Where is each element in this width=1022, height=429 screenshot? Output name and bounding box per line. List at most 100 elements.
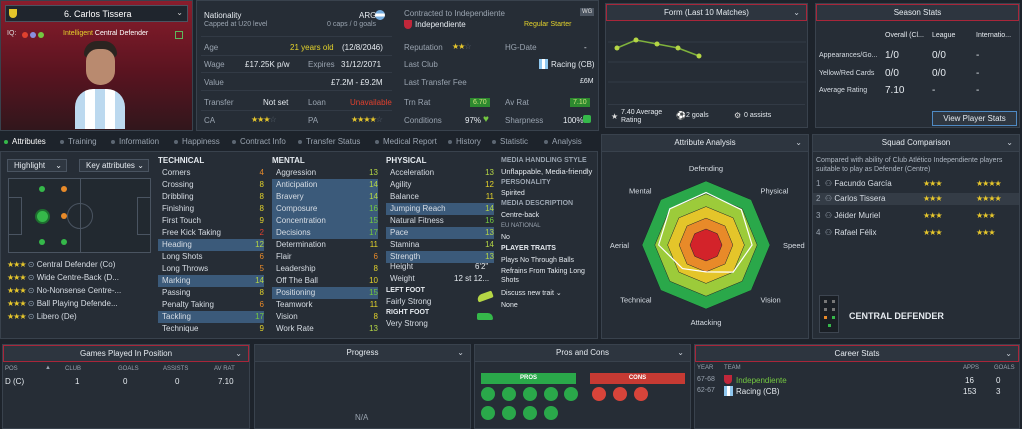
attr-row[interactable]: Free Kick Taking 2 bbox=[158, 227, 264, 239]
squad-row[interactable]: 1 ⚇ Facundo García ★★★ ★★★★ bbox=[816, 178, 1018, 190]
squad-header[interactable]: Squad Comparison ⌄ bbox=[813, 135, 1019, 152]
attr-row[interactable]: Tackling 17 bbox=[158, 311, 264, 323]
tab-analysis[interactable]: Analysis bbox=[544, 134, 582, 149]
attr-row[interactable]: Strength 13 bbox=[386, 251, 494, 263]
position-row[interactable]: ★★★ ⊙ Libero (De) bbox=[7, 311, 152, 323]
tab-information[interactable]: Information bbox=[111, 134, 159, 149]
attr-row[interactable]: Acceleration 13 bbox=[386, 167, 494, 179]
squad-row[interactable]: 4 ⚇ Rafael Félix ★★★ ★★★ bbox=[816, 227, 1018, 239]
attr-row[interactable]: Leadership 8 bbox=[272, 263, 378, 275]
discuss-trait-button[interactable]: Discuss new trait ⌄ bbox=[501, 289, 597, 298]
tab-history[interactable]: History bbox=[448, 134, 481, 149]
attr-row[interactable]: Long Throws 5 bbox=[158, 263, 264, 275]
attr-row[interactable]: Pace 13 bbox=[386, 227, 494, 239]
attr-row[interactable]: Bravery 14 bbox=[272, 191, 378, 203]
pro-icon[interactable] bbox=[544, 406, 558, 420]
attr-value: 13 bbox=[485, 252, 494, 261]
pros-cons-header[interactable]: Pros and Cons ⌄ bbox=[475, 345, 690, 362]
squad-row[interactable]: 3 ⚇ Jéider Muriel ★★★ ★★★ bbox=[816, 210, 1018, 222]
key-attrs-label: Key attributes bbox=[86, 161, 135, 170]
con-icon[interactable] bbox=[592, 387, 606, 401]
attr-row[interactable]: Dribbling 8 bbox=[158, 191, 264, 203]
attr-row[interactable]: Balance 11 bbox=[386, 191, 494, 203]
career-team[interactable]: Racing (CB) bbox=[736, 387, 780, 396]
position-row[interactable]: ★★★ ⊙ Wide Centre-Back (D... bbox=[7, 272, 152, 284]
attr-row[interactable]: Agility 12 bbox=[386, 179, 494, 191]
attr-row[interactable]: Composure 16 bbox=[272, 203, 378, 215]
pro-icon[interactable] bbox=[544, 387, 558, 401]
pro-icon[interactable] bbox=[523, 406, 537, 420]
con-icon[interactable] bbox=[634, 387, 648, 401]
analysis-title: Attribute Analysis bbox=[674, 138, 736, 147]
tab-medical-report[interactable]: Medical Report bbox=[375, 134, 437, 149]
position-row[interactable]: ★★★ ⊙ Central Defender (Co) bbox=[7, 259, 152, 271]
av-value: 7.10 bbox=[570, 98, 590, 107]
tab-contract-info[interactable]: Contract Info bbox=[232, 134, 286, 149]
attr-value: 14 bbox=[485, 204, 494, 213]
pro-icon[interactable] bbox=[523, 387, 537, 401]
attr-row[interactable]: Long Shots 6 bbox=[158, 251, 264, 263]
games-header[interactable]: Games Played In Position ⌄ bbox=[3, 345, 249, 362]
pro-icon[interactable] bbox=[481, 406, 495, 420]
attr-row[interactable]: Aggression 13 bbox=[272, 167, 378, 179]
chevron-down-icon: ⌄ bbox=[137, 161, 144, 170]
pros-cons-panel: Pros and Cons ⌄ PROS CONS bbox=[474, 344, 691, 429]
attr-row[interactable]: Penalty Taking 6 bbox=[158, 299, 264, 311]
analysis-header[interactable]: Attribute Analysis ⌄ bbox=[602, 135, 808, 152]
attr-row[interactable]: Teamwork 11 bbox=[272, 299, 378, 311]
attr-row[interactable]: Decisions 17 bbox=[272, 227, 378, 239]
attr-row[interactable]: First Touch 9 bbox=[158, 215, 264, 227]
view-player-stats-button[interactable]: View Player Stats bbox=[932, 111, 1017, 126]
attr-row[interactable]: Vision 8 bbox=[272, 311, 378, 323]
highlight-dropdown[interactable]: Highlight ⌄ bbox=[7, 159, 67, 172]
attr-row[interactable]: Off The Ball 10 bbox=[272, 275, 378, 287]
position-row[interactable]: ★★★ ⊙ Ball Playing Defende... bbox=[7, 298, 152, 310]
career-header[interactable]: Career Stats ⌄ bbox=[695, 345, 1019, 362]
nation-code: ARG bbox=[359, 11, 377, 20]
attr-row[interactable]: Flair 6 bbox=[272, 251, 378, 263]
role-tag-name: Central Defender bbox=[94, 30, 149, 37]
position-row[interactable]: ★★★ ⊙ No-Nonsense Centre-... bbox=[7, 285, 152, 297]
key-attributes-dropdown[interactable]: Key attributes ⌄ bbox=[79, 159, 149, 172]
attr-row[interactable]: Determination 11 bbox=[272, 239, 378, 251]
attr-row[interactable]: Anticipation 14 bbox=[272, 179, 378, 191]
shirt-icon bbox=[175, 31, 183, 39]
form-header[interactable]: Form (Last 10 Matches) ⌄ bbox=[606, 4, 807, 21]
con-icon[interactable] bbox=[613, 387, 627, 401]
pro-icon[interactable] bbox=[481, 387, 495, 401]
attr-row[interactable]: Stamina 14 bbox=[386, 239, 494, 251]
attr-row[interactable]: Jumping Reach 14 bbox=[386, 203, 494, 215]
progress-header[interactable]: Progress ⌄ bbox=[255, 345, 470, 362]
dot-icon: ⊙ bbox=[27, 260, 35, 269]
attr-row[interactable]: Work Rate 13 bbox=[272, 323, 378, 335]
games-goals: 0 bbox=[123, 377, 128, 386]
attr-row[interactable]: Concentration 15 bbox=[272, 215, 378, 227]
attr-row[interactable]: Corners 4 bbox=[158, 167, 264, 179]
attr-row[interactable]: Finishing 8 bbox=[158, 203, 264, 215]
pro-icon[interactable] bbox=[564, 387, 578, 401]
sort-icon[interactable]: ▲ bbox=[45, 365, 51, 371]
squad-row[interactable]: 2 ⚇ Carlos Tissera ★★★ ★★★★ bbox=[813, 193, 1019, 205]
attr-row[interactable]: Heading 12 bbox=[158, 239, 264, 251]
attr-row[interactable]: Positioning 15 bbox=[272, 287, 378, 299]
attr-row[interactable]: Crossing 8 bbox=[158, 179, 264, 191]
attr-row[interactable]: Natural Fitness 16 bbox=[386, 215, 494, 227]
pro-icon[interactable] bbox=[502, 406, 516, 420]
pos-name: No-Nonsense Centre-... bbox=[36, 286, 122, 295]
attr-row[interactable]: Technique 9 bbox=[158, 323, 264, 335]
person-icon: ⚇ bbox=[824, 179, 833, 188]
tab-happiness[interactable]: Happiness bbox=[174, 134, 220, 149]
tab-training[interactable]: Training bbox=[60, 134, 97, 149]
squad-potential-stars: ★★★★ bbox=[976, 179, 1002, 188]
attr-row[interactable]: Passing 8 bbox=[158, 287, 264, 299]
career-team[interactable]: Independiente bbox=[736, 376, 787, 385]
right-boot-icon bbox=[477, 313, 493, 320]
tab-attributes[interactable]: Attributes bbox=[4, 134, 46, 149]
attr-row[interactable]: Marking 14 bbox=[158, 275, 264, 287]
tab-statistic[interactable]: Statistic bbox=[492, 134, 528, 149]
pro-icon[interactable] bbox=[502, 387, 516, 401]
sharpness-label: Sharpness bbox=[505, 116, 544, 125]
player-name-select[interactable]: 6. Carlos Tissera ⌄ bbox=[5, 5, 188, 22]
flag-icon bbox=[375, 10, 385, 20]
tab-transfer-status[interactable]: Transfer Status bbox=[298, 134, 360, 149]
